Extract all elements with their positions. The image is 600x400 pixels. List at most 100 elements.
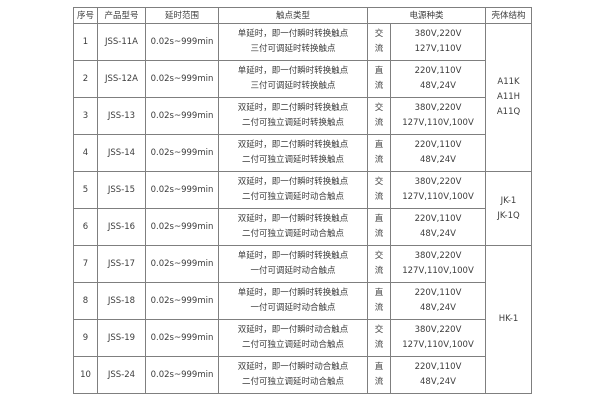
voltage-line-1: 220V,110V	[414, 288, 462, 298]
cell-delay: 0.02s~999min	[145, 282, 219, 320]
cell-voltage: 380V,220V 127V,110V,100V	[389, 319, 487, 357]
table-row: 1 JSS-11A 0.02s~999min 单延时，即一付瞬时转换触点 三付可…	[73, 23, 533, 172]
cell-index: 5	[73, 171, 98, 209]
cell-model: JSS-17	[97, 245, 146, 283]
cell-delay: 0.02s~999min	[145, 97, 219, 135]
contact-line-1: 双延时，即一付瞬时动合触点	[237, 325, 349, 335]
cell-current-kind: 直 流	[367, 134, 391, 172]
col-header-delay: 延时范围	[145, 7, 219, 24]
cell-index: 9	[73, 319, 98, 357]
cell-delay: 0.02s~999min	[145, 319, 219, 357]
contact-line-1: 单延时，即一付瞬时转换触点	[237, 251, 349, 261]
voltage-line-2: 48V,24V	[420, 229, 456, 239]
table-row: 5 JSS-15 0.02s~999min 双延时，即一付瞬时转换触点 二付可独…	[73, 171, 533, 246]
contact-line-1: 单延时，即一付瞬时转换触点	[237, 288, 349, 298]
current-char-2: 流	[374, 118, 384, 128]
current-char-1: 直	[374, 66, 384, 76]
voltage-line-1: 220V,110V	[414, 214, 462, 224]
contact-line-1: 双延时，即二付瞬时转换触点	[237, 140, 349, 150]
housing-line: A11Q	[496, 107, 521, 117]
voltage-line-1: 380V,220V	[414, 177, 462, 187]
cell-voltage: 220V,110V 48V,24V	[389, 60, 487, 98]
housing-line: HK-1	[498, 314, 519, 324]
cell-contact-type: 双延时，即二付瞬时转换触点 二付可独立调延时转换触点	[218, 97, 368, 135]
col-header-model: 产品型号	[97, 7, 146, 24]
housing-line: JK-1	[500, 195, 517, 206]
voltage-line-2: 48V,24V	[420, 81, 456, 91]
cell-current-kind: 直 流	[367, 208, 391, 246]
cell-voltage: 380V,220V 127V,110V,100V	[389, 97, 487, 135]
voltage-line-1: 380V,220V	[414, 251, 462, 261]
cell-index: 6	[73, 208, 98, 246]
cell-housing-group-a11: A11K A11H A11Q	[485, 23, 533, 172]
cell-voltage: 380V,220V 127V,110V,100V	[389, 245, 487, 283]
cell-current-kind: 直 流	[367, 60, 391, 98]
housing-line: A11H	[497, 92, 521, 102]
current-char-1: 交	[374, 103, 384, 113]
current-char-2: 流	[374, 192, 384, 202]
cell-contact-type: 双延时，即二付瞬时转换触点 二付可独立调延时转换触点	[218, 134, 368, 172]
housing-line: A11K	[497, 77, 520, 87]
voltage-line-1: 220V,110V	[414, 362, 462, 372]
cell-current-kind: 直 流	[367, 282, 391, 320]
header-row: 序号 产品型号 延时范围 触点类型 电源种类 壳体结构	[73, 7, 533, 24]
cell-model: JSS-12A	[97, 60, 146, 98]
col-header-power: 电源种类	[366, 7, 487, 24]
cell-model: JSS-15	[97, 171, 146, 209]
product-spec-table: 序号 产品型号 延时范围 触点类型 电源种类 壳体结构 1 JSS-11A 0.…	[73, 7, 533, 394]
cell-model: JSS-19	[97, 319, 146, 357]
col-header-housing: 壳体结构	[485, 7, 533, 24]
cell-delay: 0.02s~999min	[145, 245, 219, 283]
cell-delay: 0.02s~999min	[145, 23, 219, 61]
table-row: 10 JSS-24 0.02s~999min 双延时，即一付瞬时动合触点 二付可…	[73, 356, 532, 394]
current-char-2: 流	[374, 155, 384, 165]
cell-voltage: 220V,110V 48V,24V	[389, 356, 487, 394]
cell-delay: 0.02s~999min	[145, 356, 219, 394]
voltage-line-2: 127V,110V,100V	[402, 192, 474, 202]
cell-index: 1	[73, 23, 98, 61]
current-char-1: 直	[374, 288, 384, 298]
table-row: 3 JSS-13 0.02s~999min 双延时，即二付瞬时转换触点 二付可独…	[73, 97, 532, 135]
current-char-1: 直	[374, 214, 384, 224]
voltage-line-2: 127V,110V,100V	[402, 266, 474, 276]
contact-line-2: 二付可独立调延时动合触点	[241, 229, 344, 239]
voltage-line-2: 48V,24V	[420, 303, 456, 313]
cell-index: 8	[73, 282, 98, 320]
table-row: 9 JSS-19 0.02s~999min 双延时，即一付瞬时动合触点 二付可独…	[73, 319, 532, 357]
contact-line-1: 双延时，即一付瞬时转换触点	[237, 177, 349, 187]
cell-housing-group-jk: JK-1 JK-1Q	[485, 171, 533, 246]
current-char-1: 交	[374, 177, 384, 187]
cell-contact-type: 双延时，即一付瞬时转换触点 二付可独立调延时动合触点	[218, 171, 368, 209]
current-char-2: 流	[374, 266, 384, 276]
contact-line-1: 双延时，即一付瞬时动合触点	[237, 362, 349, 372]
table-row: 8 JSS-18 0.02s~999min 单延时，即一付瞬时转换触点 一付可调…	[73, 282, 532, 320]
cell-index: 3	[73, 97, 98, 135]
cell-index: 7	[73, 245, 98, 283]
current-char-1: 交	[374, 325, 384, 335]
contact-line-1: 单延时，即一付瞬时转换触点	[237, 66, 349, 76]
voltage-line-1: 380V,220V	[414, 29, 462, 39]
current-char-2: 流	[374, 377, 384, 387]
cell-model: JSS-11A	[97, 23, 146, 61]
current-char-1: 直	[374, 140, 384, 150]
contact-line-2: 二付可独立调延时动合触点	[241, 192, 344, 202]
current-char-2: 流	[374, 229, 384, 239]
cell-model: JSS-24	[97, 356, 146, 394]
voltage-line-1: 220V,110V	[414, 66, 462, 76]
contact-line-2: 三付可调延时转换触点	[250, 44, 336, 54]
cell-model: JSS-14	[97, 134, 146, 172]
current-char-1: 交	[374, 29, 384, 39]
cell-housing-group-hk: HK-1	[485, 245, 533, 394]
cell-contact-type: 双延时，即一付瞬时动合触点 二付可独立调延时动合触点	[218, 356, 368, 394]
cell-voltage: 380V,220V 127V,110V,100V	[389, 171, 487, 209]
cell-contact-type: 单延时，即一付瞬时转换触点 三付可调延时转换触点	[218, 60, 368, 98]
cell-model: JSS-13	[97, 97, 146, 135]
current-char-2: 流	[374, 340, 384, 350]
contact-line-2: 三付可调延时转换触点	[250, 81, 336, 91]
current-char-2: 流	[374, 81, 384, 91]
cell-model: JSS-16	[97, 208, 146, 246]
voltage-line-2: 48V,24V	[420, 377, 456, 387]
cell-current-kind: 交 流	[367, 319, 391, 357]
cell-delay: 0.02s~999min	[145, 60, 219, 98]
contact-line-2: 一付可调延时动合触点	[250, 303, 336, 313]
